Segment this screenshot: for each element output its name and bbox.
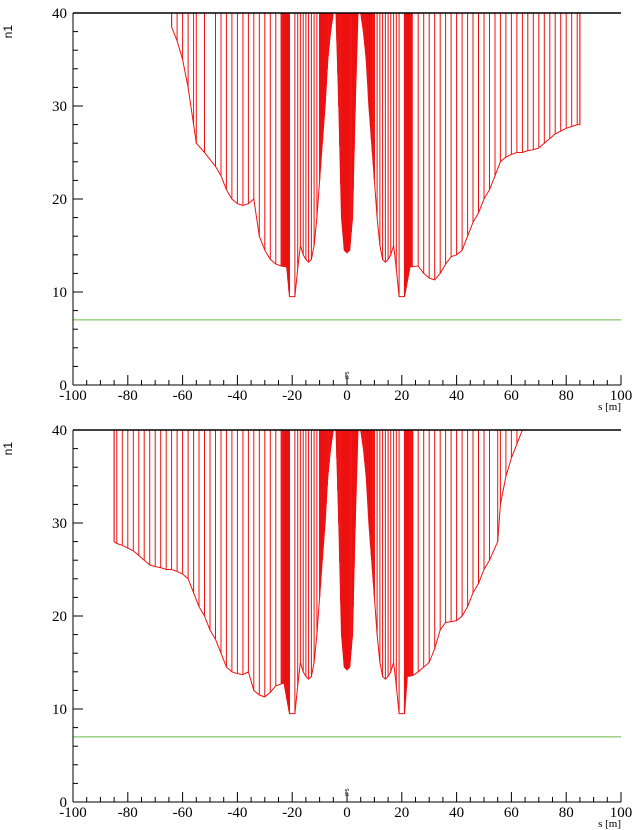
x-tick-label: -80 xyxy=(118,388,138,404)
aperture-envelope xyxy=(113,429,523,715)
y-axis-label: n1 xyxy=(1,442,15,456)
x-tick-label: 100 xyxy=(610,805,633,821)
x-tick-label: -60 xyxy=(173,805,193,821)
y-tick-label: 20 xyxy=(52,609,67,625)
aperture-envelope xyxy=(171,12,581,298)
x-tick-label: -100 xyxy=(59,388,87,404)
chart-panel-top: 0 10 20 30 40 -100 -80 -60 -40 -20 0 20 40 60 80 100 s… xyxy=(1,6,632,413)
aperture-curve xyxy=(171,12,581,298)
y-axis: 0 10 20 30 40 xyxy=(52,423,83,811)
y-tick-label: 30 xyxy=(52,516,67,532)
x-tick-label: 0 xyxy=(343,805,351,821)
x-tick-label: 20 xyxy=(394,388,409,404)
x-tick-label: -40 xyxy=(227,805,247,821)
aperture-curve xyxy=(113,429,523,715)
y-tick-label: 0 xyxy=(60,795,68,811)
x-tick-label: -20 xyxy=(282,388,302,404)
x-tick-label: 40 xyxy=(449,388,464,404)
x-tick-label: 40 xyxy=(449,805,464,821)
y-tick-label: 20 xyxy=(52,192,67,208)
x-tick-label: -40 xyxy=(227,388,247,404)
ip-marker-label: IP5 xyxy=(345,788,351,796)
y-tick-label: 40 xyxy=(52,6,67,22)
y-tick-label: 10 xyxy=(52,285,67,301)
x-tick-label: 60 xyxy=(504,388,519,404)
x-tick-label: -20 xyxy=(282,805,302,821)
x-tick-label: 80 xyxy=(559,388,574,404)
x-axis-label: s [m] xyxy=(598,401,621,413)
y-tick-label: 0 xyxy=(60,378,68,394)
y-tick-label: 30 xyxy=(52,99,67,115)
x-tick-label: 100 xyxy=(610,388,633,404)
y-tick-label: 10 xyxy=(52,702,67,718)
x-tick-label: -80 xyxy=(118,805,138,821)
x-tick-label: 0 xyxy=(343,388,351,404)
y-tick-label: 40 xyxy=(52,423,67,439)
x-tick-label: -60 xyxy=(173,388,193,404)
x-axis-label: s [m] xyxy=(598,818,621,830)
x-tick-label: 20 xyxy=(394,805,409,821)
y-axis-label: n1 xyxy=(1,25,15,39)
y-axis: 0 10 20 30 40 xyxy=(52,6,83,394)
x-tick-label: -100 xyxy=(59,805,87,821)
ip-marker-label: IP5 xyxy=(345,371,351,379)
x-tick-label: 80 xyxy=(559,805,574,821)
x-axis: -100 -80 -60 -40 -20 0 20 40 60 80 100 xyxy=(59,792,632,821)
chart-panel-bottom: 0 10 20 30 40 -100 -80 -60 -40 -20 0 20 40 60 80 100 s… xyxy=(1,423,632,830)
x-tick-label: 60 xyxy=(504,805,519,821)
x-axis: -100 -80 -60 -40 -20 0 20 40 60 80 100 xyxy=(59,375,632,404)
